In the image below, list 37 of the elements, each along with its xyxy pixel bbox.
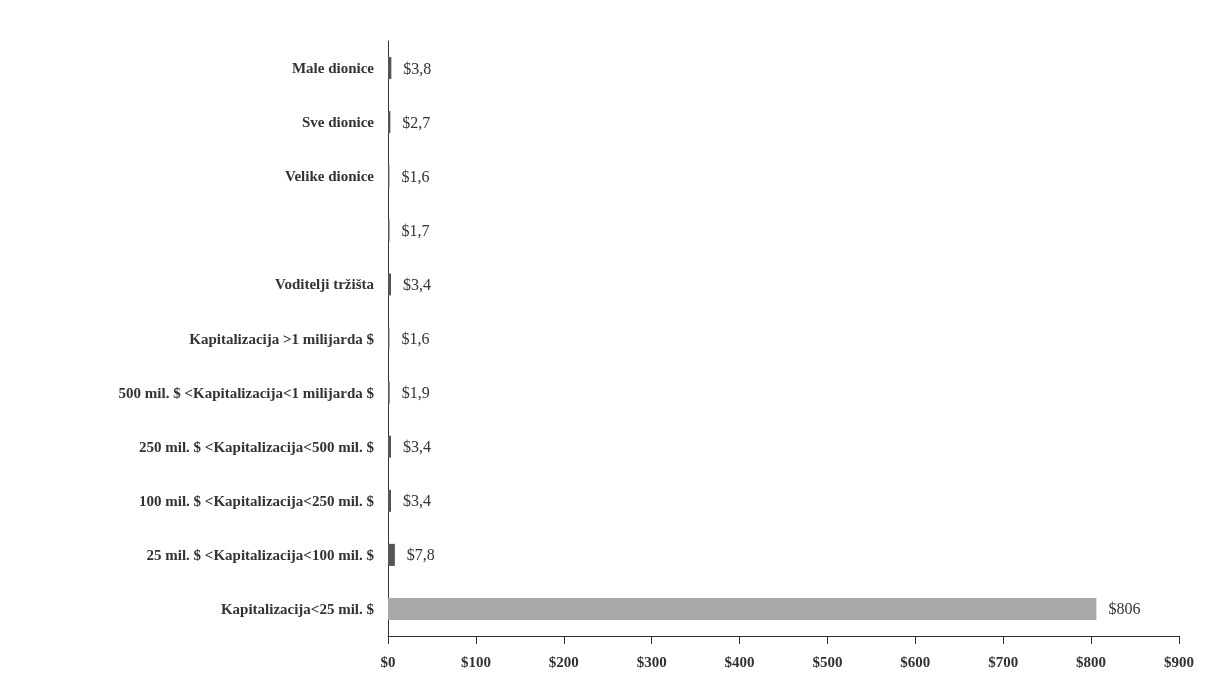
y-tick-label: Velike dionice: [284, 168, 375, 185]
bar: [388, 597, 1097, 620]
x-tick-label: $600: [900, 653, 931, 670]
x-tick-label: $200: [548, 653, 579, 670]
bar: [388, 543, 395, 566]
data-label: $1,6: [401, 167, 430, 185]
bar: [388, 489, 391, 512]
data-label: $7,8: [406, 546, 435, 564]
bar: [388, 435, 391, 458]
data-label: $1,6: [401, 330, 430, 347]
x-tick-label: $100: [460, 653, 491, 670]
y-tick-label: Voditelji tržišta: [274, 276, 375, 293]
data-label: $1,7: [401, 221, 430, 239]
bar: [388, 57, 392, 80]
y-tick-label: 100 mil. $ <Kapitalizacija<250 mil. $: [139, 492, 375, 509]
x-tick-label: $0: [380, 653, 396, 670]
x-tick-label: $800: [1076, 653, 1107, 670]
x-tick-label: $700: [988, 653, 1019, 670]
x-tick-label: $500: [812, 653, 843, 670]
y-tick-label: Sve dionice: [301, 114, 375, 131]
y-tick-label: 25 mil. $ <Kapitalizacija<100 mil. $: [146, 546, 375, 563]
data-label: $3,4: [402, 438, 431, 456]
data-label: $3,4: [402, 275, 431, 293]
y-tick-label: 500 mil. $ <Kapitalizacija<1 milijarda $: [118, 384, 375, 401]
x-tick-label: $400: [724, 653, 755, 670]
data-label: $1,9: [401, 384, 430, 402]
y-tick-label: Male dionice: [291, 60, 375, 77]
data-label: $3,4: [402, 492, 431, 510]
data-label: $806: [1108, 600, 1141, 618]
data-label: $3,8: [403, 59, 432, 77]
y-tick-label: Kapitalizacija >1 milijarda $: [189, 330, 375, 347]
x-tick-label: $900: [1164, 653, 1194, 670]
data-label: $2,7: [402, 113, 431, 131]
x-tick-label: $300: [636, 653, 667, 670]
y-tick-label: 250 mil. $ <Kapitalizacija<500 mil. $: [139, 438, 375, 455]
y-tick-label: Kapitalizacija<25 mil. $: [220, 600, 375, 617]
bar: [388, 273, 391, 296]
